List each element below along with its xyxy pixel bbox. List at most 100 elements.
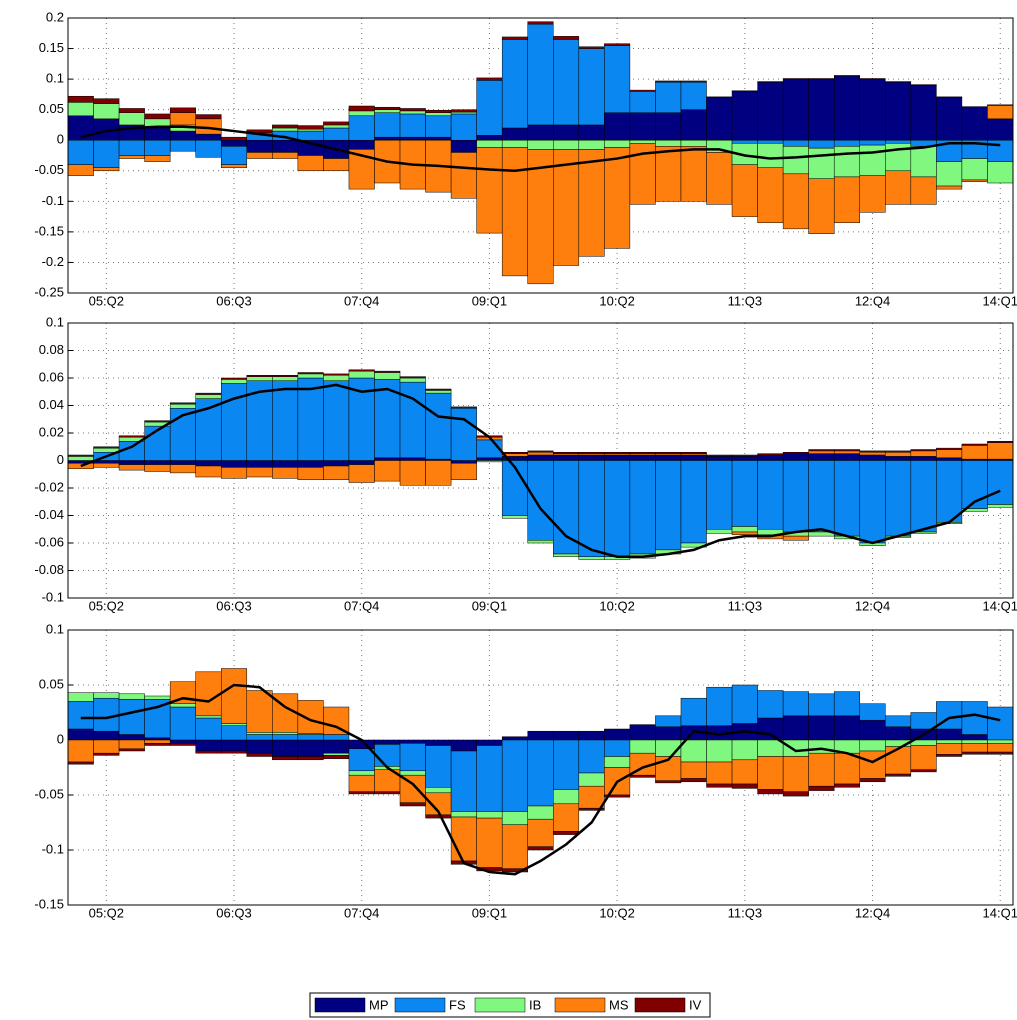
bar-segment — [297, 467, 324, 480]
bar-segment — [757, 739, 784, 757]
bar-segment — [629, 139, 656, 144]
bar-segment — [220, 739, 248, 752]
bar-segment — [93, 463, 120, 468]
bar-segment — [782, 756, 809, 792]
bar-segment — [885, 452, 912, 457]
bar-segment — [604, 45, 631, 113]
bar-segment — [757, 690, 784, 719]
bar-segment — [450, 109, 477, 113]
bar-segment — [169, 743, 196, 746]
bar-segment — [833, 450, 861, 454]
bar-segment — [936, 739, 963, 744]
bar-segment — [272, 756, 299, 761]
bar-segment — [680, 460, 707, 544]
bar-segment — [425, 136, 452, 141]
bar-segment — [731, 460, 758, 527]
bar-segment — [144, 695, 171, 700]
bar-segment — [374, 791, 401, 795]
bar-segment — [348, 369, 375, 372]
bar-segment — [476, 811, 503, 819]
bar-segment — [987, 706, 1014, 741]
bar-segment — [399, 110, 426, 115]
bar-segment — [272, 375, 299, 377]
bar-segment — [501, 736, 528, 741]
bar-segment — [374, 370, 401, 373]
bar-segment — [272, 152, 299, 159]
y-tick-label: -0.06 — [34, 534, 64, 549]
bar-segment — [399, 770, 426, 776]
bar-segment — [348, 139, 375, 150]
bar-segment — [885, 450, 912, 453]
x-tick-label: 10:Q2 — [599, 293, 634, 308]
bar-segment — [680, 778, 707, 783]
bar-segment — [476, 817, 503, 868]
bar-segment — [808, 178, 835, 234]
bar-segment — [476, 77, 503, 81]
bar-segment — [118, 693, 145, 700]
bar-segment — [374, 109, 401, 113]
legend-label: FS — [449, 997, 466, 1012]
bar-segment — [961, 751, 988, 755]
bar-segment — [67, 456, 94, 461]
bar-segment — [731, 90, 758, 92]
bar-segment — [220, 377, 248, 380]
bar-segment — [195, 750, 222, 754]
bar-segment — [501, 515, 528, 519]
bar-segment — [348, 748, 375, 772]
y-tick-label: -0.02 — [34, 479, 64, 494]
bar-segment — [527, 739, 554, 807]
bar-segment — [553, 454, 580, 461]
bar-segment — [757, 81, 784, 83]
y-tick-label: -0.15 — [34, 223, 64, 238]
y-tick-label: -0.05 — [34, 162, 64, 177]
bar-segment — [604, 43, 631, 46]
bar-segment — [731, 139, 758, 144]
bar-segment — [527, 846, 554, 851]
bar-segment — [578, 772, 605, 787]
y-tick-label: 0 — [57, 731, 64, 746]
bar-segment — [655, 139, 682, 147]
bar-segment — [220, 164, 248, 168]
bar-segment — [67, 739, 94, 763]
bar-segment — [476, 135, 503, 141]
bar-segment — [808, 449, 835, 452]
bar-segment — [604, 452, 631, 454]
bar-segment — [118, 739, 145, 750]
bar-segment — [578, 454, 605, 461]
bar-segment — [706, 783, 733, 788]
bar-segment — [987, 104, 1014, 106]
bar-segment — [527, 454, 554, 461]
bar-segment — [399, 377, 426, 383]
bars — [67, 668, 1014, 873]
bar-segment — [374, 457, 401, 461]
bar-segment — [731, 783, 758, 789]
y-tick-label: -0.1 — [42, 841, 64, 856]
bar-segment — [272, 460, 299, 468]
bar-segment — [731, 454, 758, 457]
bar-segment — [425, 115, 452, 138]
bar-segment — [961, 443, 988, 446]
bar-segment — [144, 127, 171, 141]
x-tick-label: 06:Q3 — [216, 598, 251, 613]
bar-segment — [808, 460, 835, 533]
bar-segment — [808, 450, 835, 454]
bar-segment — [527, 124, 554, 141]
bar-segment — [782, 715, 809, 741]
bar-segment — [501, 739, 528, 812]
bar-segment — [67, 95, 94, 103]
bar-segment — [859, 750, 886, 779]
bar-segment — [93, 447, 120, 453]
x-tick-label: 10:Q2 — [599, 598, 634, 613]
bar-segment — [297, 125, 324, 130]
bar-segment — [680, 80, 707, 83]
bar-segment — [297, 155, 324, 172]
bar-segment — [450, 750, 477, 812]
bar-segment — [272, 732, 299, 735]
bar-segment — [195, 739, 222, 752]
bar-segment — [272, 139, 299, 153]
bar-segment — [987, 460, 1014, 505]
bar-segment — [348, 464, 375, 483]
bar-segment — [655, 452, 682, 454]
bar-segment — [859, 460, 886, 544]
y-tick-label: 0 — [57, 132, 64, 147]
